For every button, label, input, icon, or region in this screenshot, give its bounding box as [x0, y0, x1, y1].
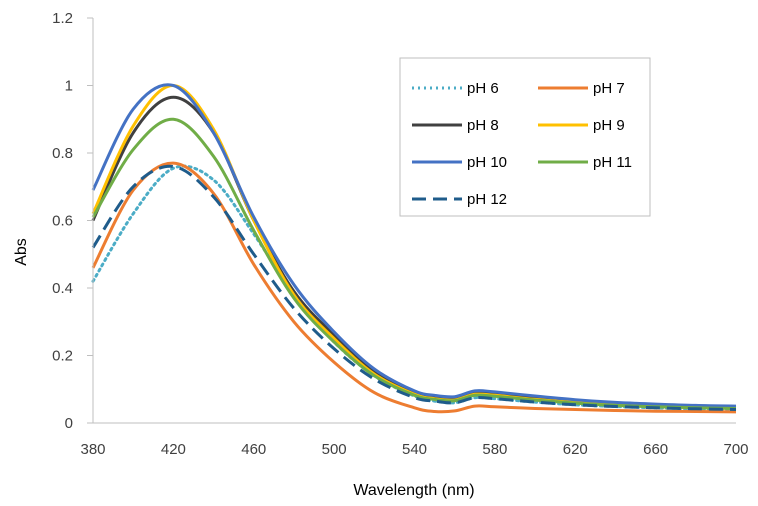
x-tick-label: 620	[563, 441, 588, 458]
x-tick-label: 700	[723, 441, 748, 458]
plot-lines	[91, 83, 738, 414]
y-axis-title: Abs	[13, 238, 30, 266]
legend: pH 6 pH 7 pH 8 pH 9 pH 10 pH 11 pH 12	[399, 57, 651, 217]
legend-label-ph-11: pH 11	[593, 154, 632, 171]
y-tick-labels: 0 0.2 0.4 0.6 0.8 1 1.2	[52, 10, 93, 432]
legend-label-ph-12: pH 12	[467, 191, 507, 208]
legend-label-ph-7: pH 7	[593, 80, 625, 97]
x-tick-label: 420	[161, 441, 186, 458]
legend-label-ph-9: pH 9	[593, 117, 625, 134]
legend-label-ph-10: pH 10	[467, 154, 507, 171]
y-tick-label: 0.6	[52, 213, 73, 230]
legend-label-ph-6: pH 6	[467, 80, 499, 97]
y-tick-label: 0.8	[52, 145, 73, 162]
y-tick-label: 0	[65, 415, 73, 432]
x-tick-label: 460	[241, 441, 266, 458]
y-tick-label: 1.2	[52, 10, 73, 27]
y-tick-label: 1	[65, 78, 73, 95]
series-line-ph-10	[91, 83, 737, 408]
legend-box	[399, 57, 651, 217]
y-tick-label: 0.4	[52, 280, 73, 297]
x-tick-label: 580	[482, 441, 507, 458]
y-tick-label: 0.2	[52, 348, 73, 365]
x-tick-label: 380	[80, 441, 105, 458]
x-tick-label: 660	[643, 441, 668, 458]
series-line-ph-7	[91, 161, 737, 414]
x-tick-labels: 380 420 460 500 540 580 620 660 700	[80, 441, 748, 458]
x-axis-title: Wavelength (nm)	[353, 482, 474, 499]
legend-label-ph-8: pH 8	[467, 117, 499, 134]
x-tick-label: 500	[322, 441, 347, 458]
x-tick-label: 540	[402, 441, 427, 458]
series-line-ph-12	[91, 164, 737, 411]
